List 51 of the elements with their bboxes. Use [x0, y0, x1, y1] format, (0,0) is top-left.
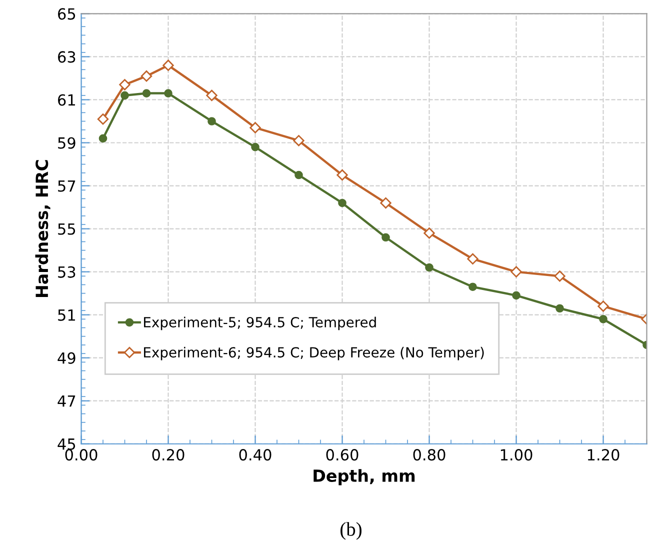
y-tick-label: 65 — [58, 8, 76, 20]
x-tick-label: 1.00 — [500, 449, 532, 461]
point — [338, 198, 346, 208]
y-tick-label: 49 — [58, 352, 76, 364]
point — [380, 197, 392, 209]
text: (b) — [340, 522, 362, 540]
point — [510, 266, 522, 278]
x-tick-label: 0.20 — [152, 449, 184, 461]
y-tick-label: 57 — [58, 180, 76, 192]
y-tick-label: 55 — [58, 223, 76, 235]
point — [293, 134, 304, 146]
legend-label: Experiment-6; 954.5 C; Deep Freeze (No Temper) — [144, 346, 484, 360]
y-tick-label: 51 — [58, 309, 75, 321]
y-tick-label: 45 — [58, 438, 76, 450]
x-tick-label: 0.40 — [239, 449, 272, 461]
point — [336, 169, 348, 181]
x-tick-label: 0.00 — [65, 449, 98, 461]
point — [206, 90, 218, 102]
point — [208, 117, 216, 126]
x-axis-title: Depth, mm — [314, 469, 415, 486]
point — [119, 79, 130, 90]
point — [120, 91, 129, 100]
y-tick-label: 61 — [58, 94, 75, 106]
point — [164, 89, 172, 98]
point — [382, 233, 390, 242]
y-tick-label: 47 — [58, 396, 76, 407]
point — [512, 291, 520, 300]
point — [598, 300, 609, 312]
point — [554, 270, 566, 282]
point — [142, 89, 151, 98]
y-axis-title: Hardness, HRC — [35, 160, 50, 298]
point — [599, 314, 608, 324]
y-tick-label: 63 — [58, 51, 76, 63]
point — [467, 253, 478, 265]
point — [250, 122, 261, 134]
point — [294, 170, 303, 180]
y-tick-label: 53 — [58, 266, 76, 278]
y-tick-label: 59 — [58, 137, 76, 149]
point — [98, 134, 108, 143]
point — [97, 113, 109, 125]
x-tick-label: 0.60 — [326, 449, 358, 461]
point — [162, 60, 174, 71]
point — [556, 304, 564, 313]
legend-label: Experiment-5; 954.5 C; Tempered — [144, 316, 376, 330]
point — [424, 227, 435, 239]
x-tick-label: 0.80 — [413, 449, 446, 461]
point — [140, 70, 152, 82]
point — [251, 142, 260, 152]
x-tick-label: 1.20 — [588, 449, 620, 461]
point — [468, 282, 477, 292]
point — [425, 263, 434, 272]
